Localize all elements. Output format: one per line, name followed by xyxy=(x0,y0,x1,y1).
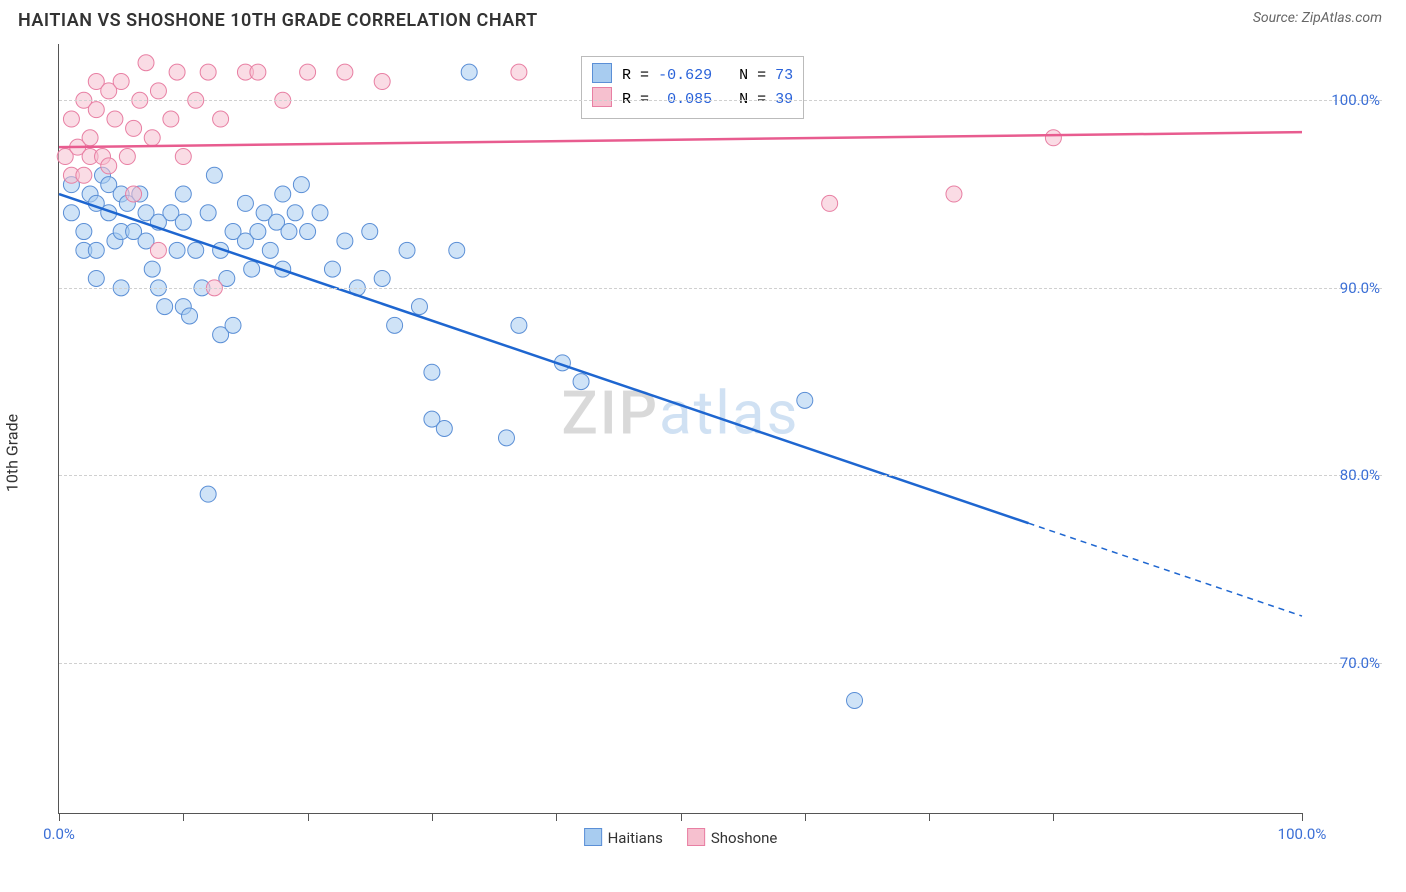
legend-item-haitians: Haitians xyxy=(584,828,663,847)
y-tick-label: 100.0% xyxy=(1310,91,1380,109)
scatter-svg xyxy=(59,44,1302,813)
legend-swatch-shoshone xyxy=(687,828,705,846)
y-tick-label: 90.0% xyxy=(1310,279,1380,297)
x-tick-label: 0.0% xyxy=(43,825,75,843)
y-tick-label: 70.0% xyxy=(1310,654,1380,672)
y-tick-label: 80.0% xyxy=(1310,466,1380,484)
source-label: Source: ZipAtlas.com xyxy=(1253,10,1382,26)
correlation-legend: R = -0.629 N = 73R = 0.085 N = 39 xyxy=(581,56,804,119)
legend-swatch-haitians xyxy=(584,828,602,846)
chart-container: 10th Grade ZIPatlas Haitians Shoshone R … xyxy=(18,44,1382,862)
legend-item-shoshone: Shoshone xyxy=(687,828,778,847)
bottom-legend: Haitians Shoshone xyxy=(584,828,778,847)
y-axis-label: 10th Grade xyxy=(3,414,22,492)
chart-title: HAITIAN VS SHOSHONE 10TH GRADE CORRELATI… xyxy=(18,10,538,31)
x-tick-label: 100.0% xyxy=(1278,825,1327,843)
plot-area: ZIPatlas Haitians Shoshone R = -0.629 N … xyxy=(58,44,1302,814)
